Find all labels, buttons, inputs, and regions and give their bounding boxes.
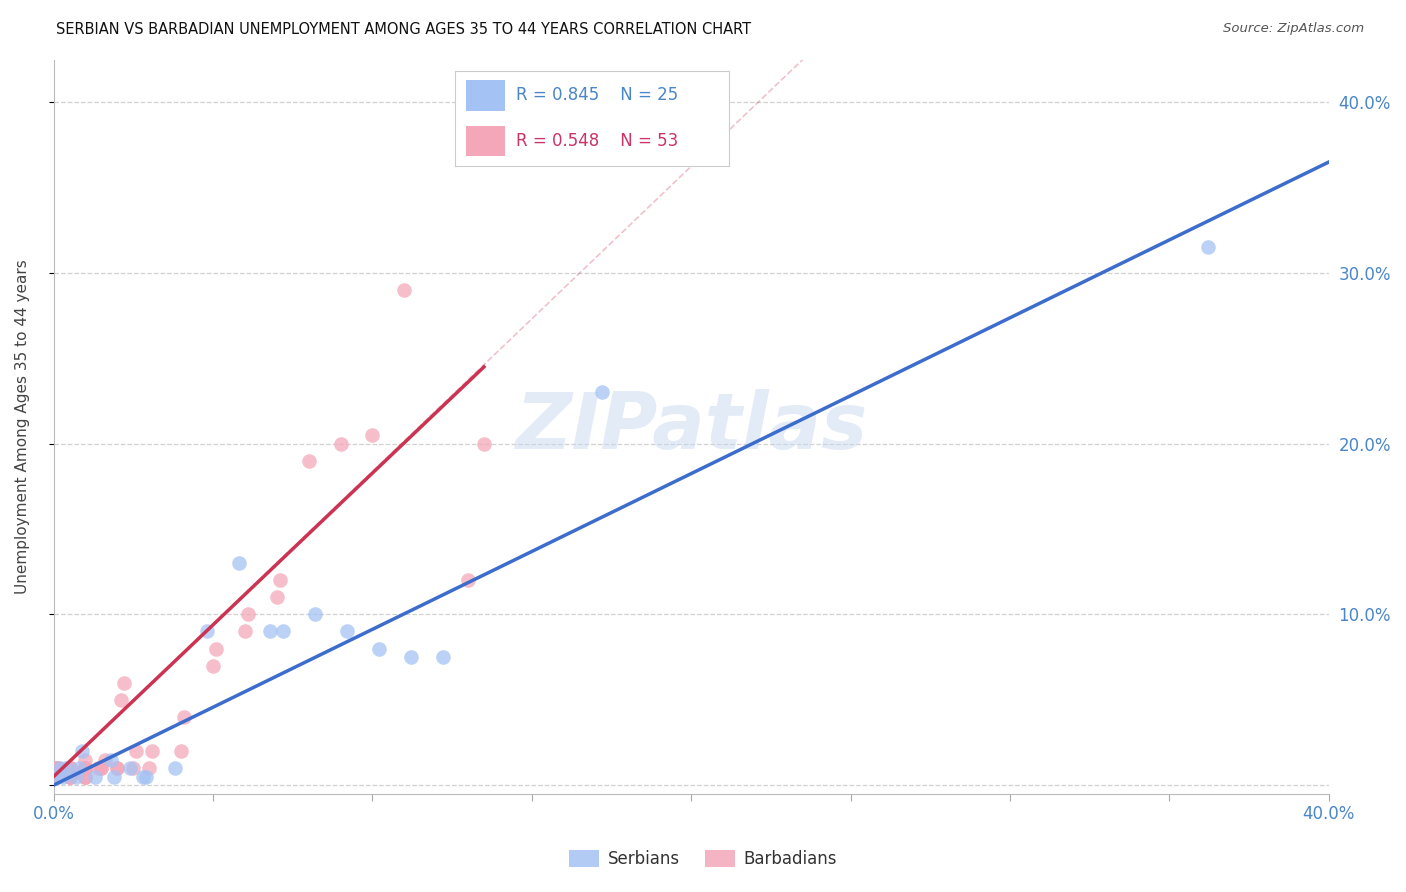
Point <box>591 385 613 400</box>
Point <box>271 624 294 639</box>
Point <box>45 770 67 784</box>
Point <box>58 761 80 775</box>
Point <box>132 770 155 784</box>
Point <box>269 574 291 588</box>
Point <box>75 770 97 784</box>
Point <box>329 436 352 450</box>
Point <box>58 770 80 784</box>
Point <box>45 770 67 784</box>
Point <box>205 641 228 656</box>
Point <box>298 454 321 468</box>
Point <box>90 761 112 775</box>
Point <box>49 761 72 775</box>
Point <box>58 770 80 784</box>
Point <box>75 761 97 775</box>
Point <box>472 436 495 450</box>
Point <box>67 761 90 775</box>
Point <box>266 591 288 605</box>
Point <box>52 770 75 784</box>
Point <box>75 761 97 775</box>
Point <box>75 761 97 775</box>
Point <box>233 624 256 639</box>
Text: Source: ZipAtlas.com: Source: ZipAtlas.com <box>1223 22 1364 36</box>
Legend: Serbians, Barbadians: Serbians, Barbadians <box>562 843 844 875</box>
Point <box>45 770 67 784</box>
Point <box>45 761 67 775</box>
Point <box>55 761 77 775</box>
Point <box>90 761 112 775</box>
Point <box>259 624 281 639</box>
Point <box>58 761 80 775</box>
Point <box>45 770 67 784</box>
Text: SERBIAN VS BARBADIAN UNEMPLOYMENT AMONG AGES 35 TO 44 YEARS CORRELATION CHART: SERBIAN VS BARBADIAN UNEMPLOYMENT AMONG … <box>56 22 751 37</box>
Point <box>201 658 224 673</box>
Point <box>304 607 326 622</box>
Point <box>1197 240 1219 254</box>
Point <box>138 761 160 775</box>
Point <box>87 761 110 775</box>
Point <box>105 761 128 775</box>
Point <box>336 624 359 639</box>
Point <box>84 770 107 784</box>
Point <box>399 650 422 665</box>
Point <box>58 761 80 775</box>
Point <box>100 752 122 766</box>
Point <box>170 744 193 758</box>
Point <box>367 641 389 656</box>
Point <box>110 693 132 707</box>
Point <box>141 744 163 758</box>
Point <box>65 770 87 784</box>
Point <box>361 428 384 442</box>
Point <box>75 761 97 775</box>
Point <box>45 761 67 775</box>
Point <box>75 761 97 775</box>
Point <box>105 761 128 775</box>
Point <box>58 770 80 784</box>
Point <box>75 770 97 784</box>
Point <box>45 770 67 784</box>
Point <box>135 770 157 784</box>
Point <box>195 624 218 639</box>
Point <box>457 574 479 588</box>
Point <box>45 761 67 775</box>
Point <box>236 607 259 622</box>
Point <box>58 770 80 784</box>
Point <box>228 556 250 570</box>
Point <box>75 770 97 784</box>
Point <box>58 761 80 775</box>
Point <box>125 744 148 758</box>
Y-axis label: Unemployment Among Ages 35 to 44 years: Unemployment Among Ages 35 to 44 years <box>15 260 30 594</box>
Point <box>173 710 195 724</box>
Point <box>163 761 186 775</box>
Point <box>72 744 94 758</box>
Point <box>120 761 142 775</box>
Text: ZIPatlas: ZIPatlas <box>515 389 868 465</box>
Point <box>112 675 135 690</box>
Point <box>394 283 416 297</box>
Point <box>45 761 67 775</box>
Point <box>122 761 145 775</box>
Point <box>93 752 115 766</box>
Point <box>58 761 80 775</box>
Point <box>75 752 97 766</box>
Point <box>103 770 125 784</box>
Point <box>58 761 80 775</box>
Point <box>432 650 454 665</box>
